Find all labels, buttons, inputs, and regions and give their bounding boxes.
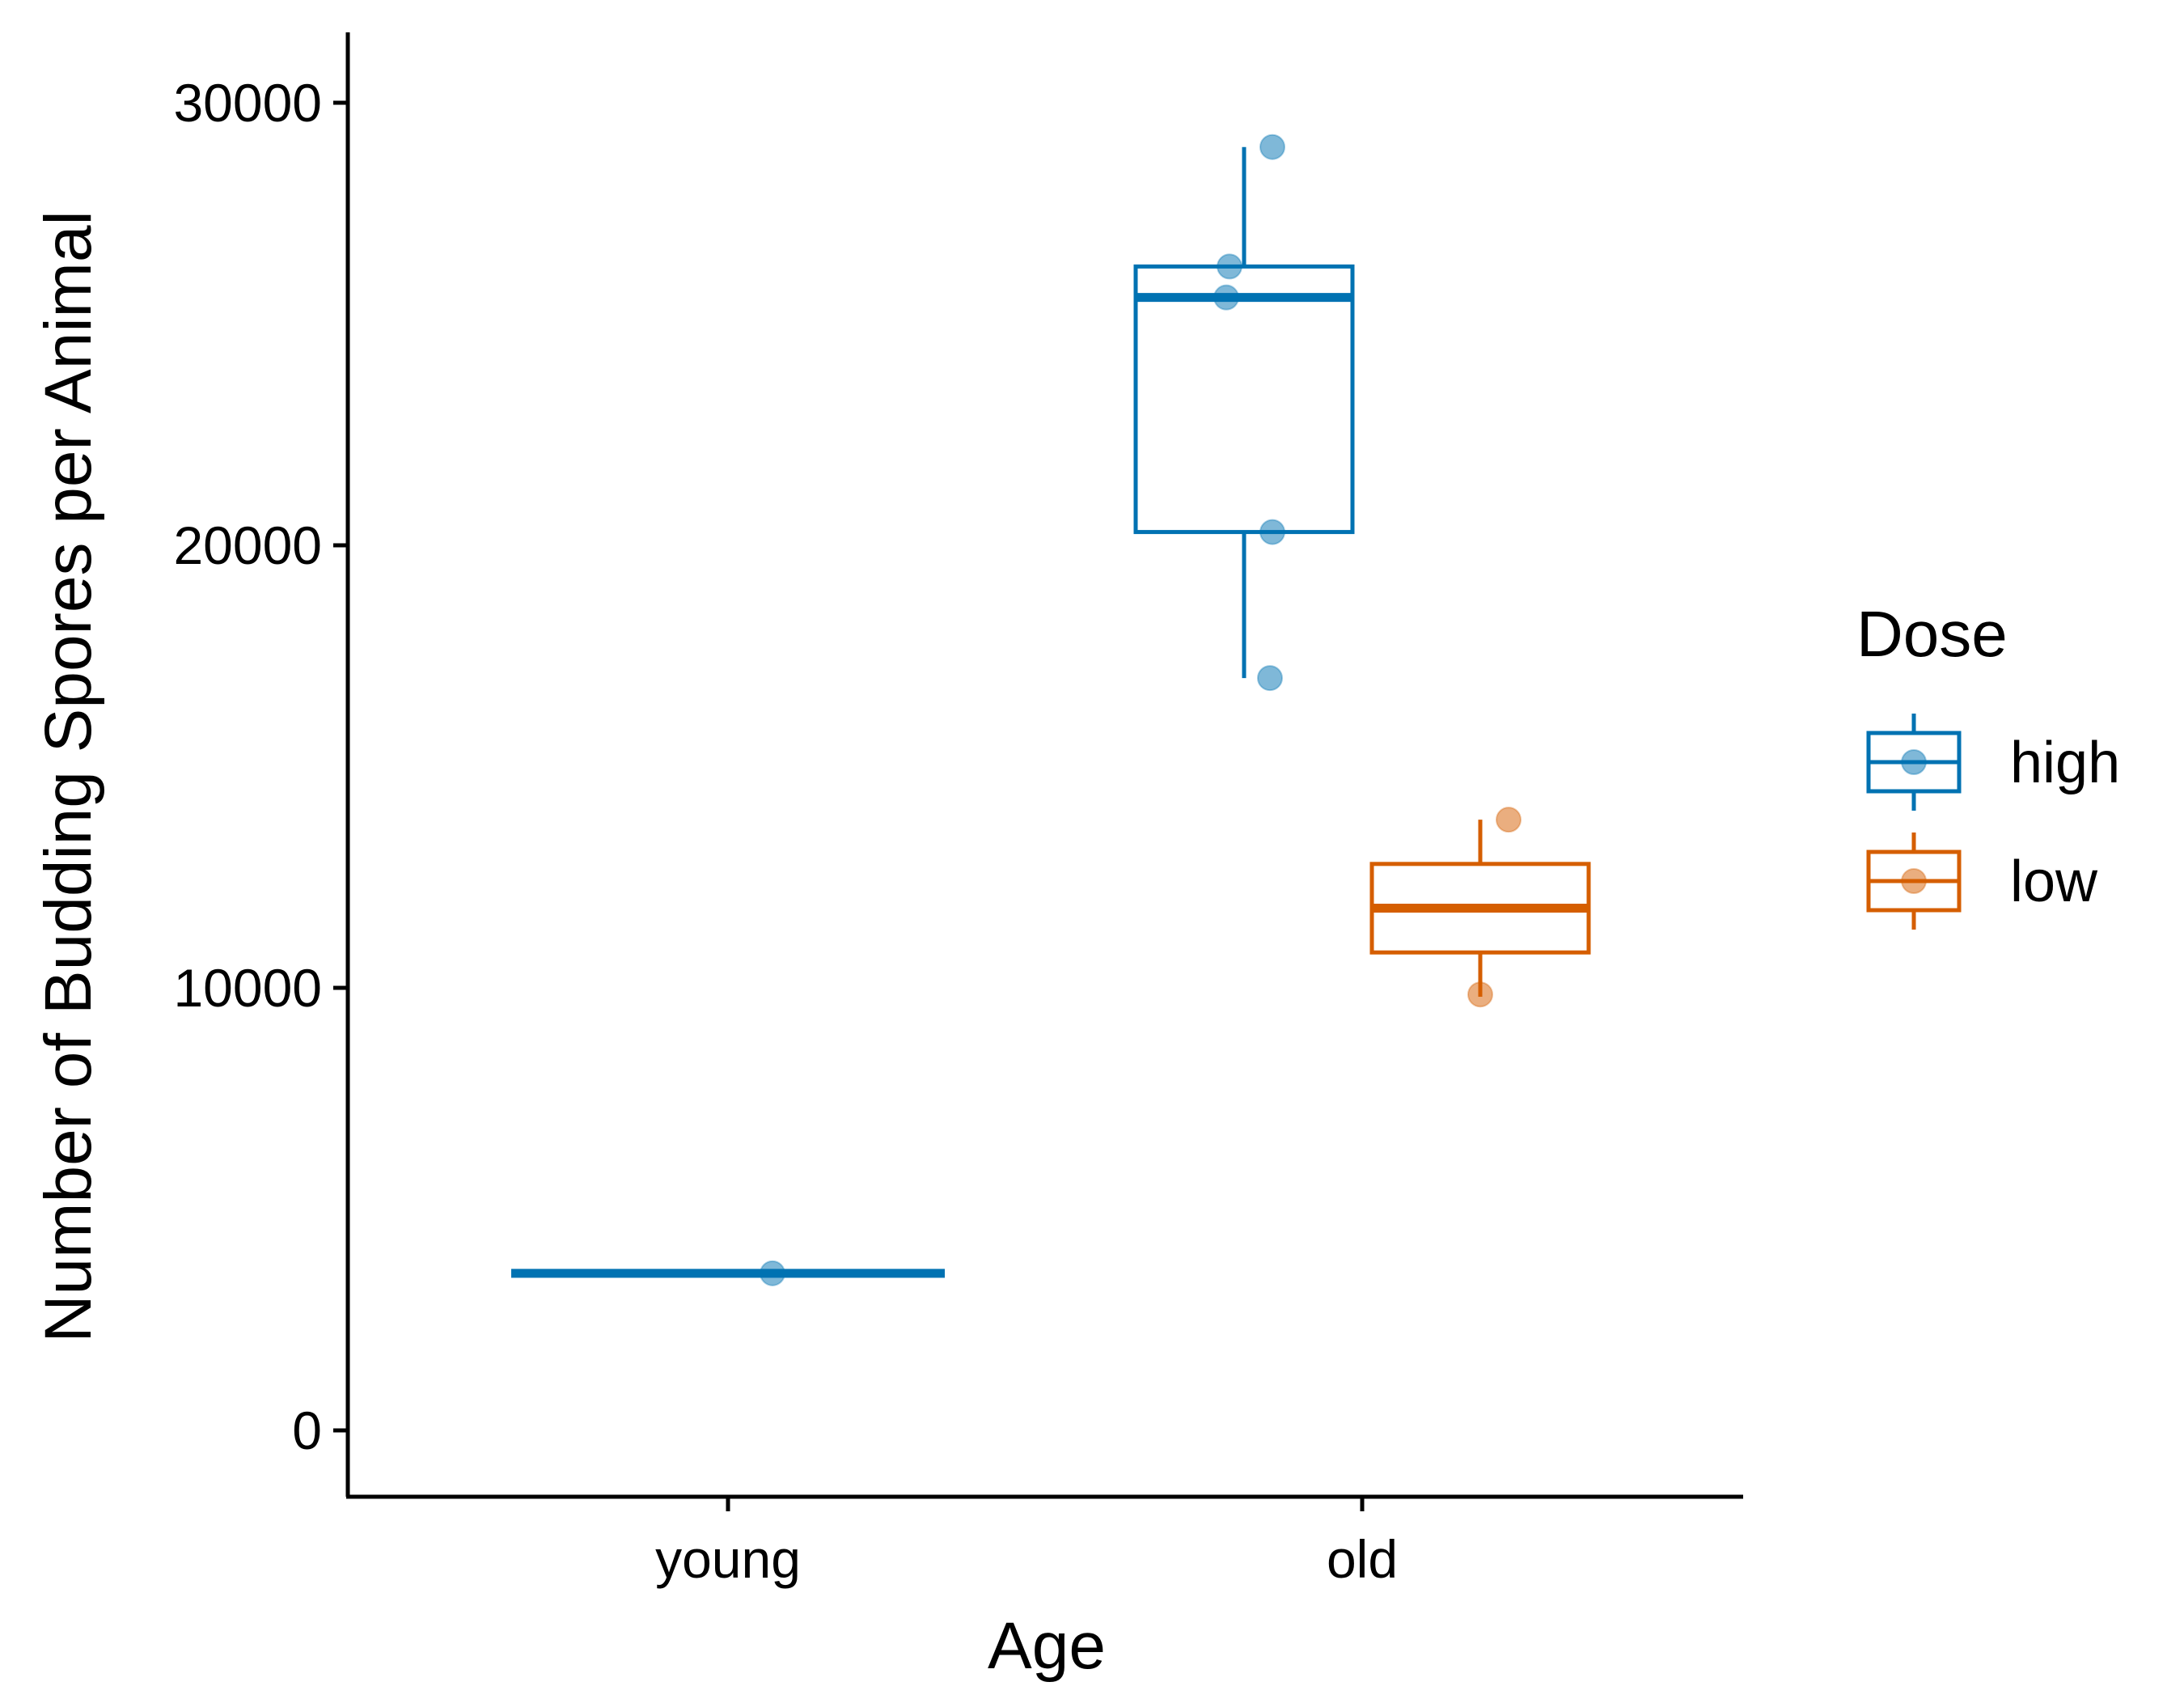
y-tick-label: 0 (292, 1400, 322, 1460)
legend-key-point (1901, 868, 1927, 894)
plot-marks (511, 133, 1591, 1286)
data-point (1217, 253, 1242, 280)
data-point (1213, 284, 1239, 311)
y-tick-label: 10000 (173, 958, 322, 1018)
y-tick-label: 30000 (173, 73, 322, 133)
legend: Dose high low (1856, 598, 2120, 930)
legend-label-low: low (2010, 850, 2098, 914)
data-point (760, 1260, 785, 1286)
data-point (1496, 807, 1522, 833)
x-tick-label: young (655, 1529, 801, 1589)
data-point (1467, 981, 1493, 1008)
x-axis-title: Age (988, 1609, 1106, 1683)
y-tick-label: 20000 (173, 515, 322, 575)
data-point (1257, 665, 1283, 692)
box (1133, 264, 1355, 535)
y-axis-title: Number of Budding Spores per Animal (32, 210, 105, 1342)
x-tick-label: old (1327, 1529, 1398, 1589)
data-point (1259, 133, 1285, 160)
legend-key-point (1901, 749, 1927, 775)
axes: 0 10000 20000 30000 young old (173, 32, 1743, 1589)
legend-title: Dose (1856, 598, 2008, 670)
legend-label-high: high (2010, 731, 2120, 795)
data-point (1259, 519, 1285, 545)
